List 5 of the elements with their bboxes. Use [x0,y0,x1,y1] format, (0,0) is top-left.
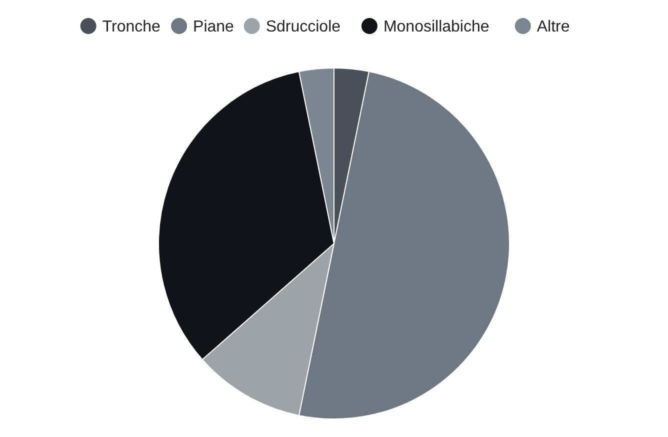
legend-label: Monosillabiche [383,18,490,36]
legend-label: Altre [536,18,570,36]
legend-label: Piane [193,18,234,36]
legend-label: Sdrucciole [266,18,341,36]
legend-label: Tronche [102,18,161,36]
